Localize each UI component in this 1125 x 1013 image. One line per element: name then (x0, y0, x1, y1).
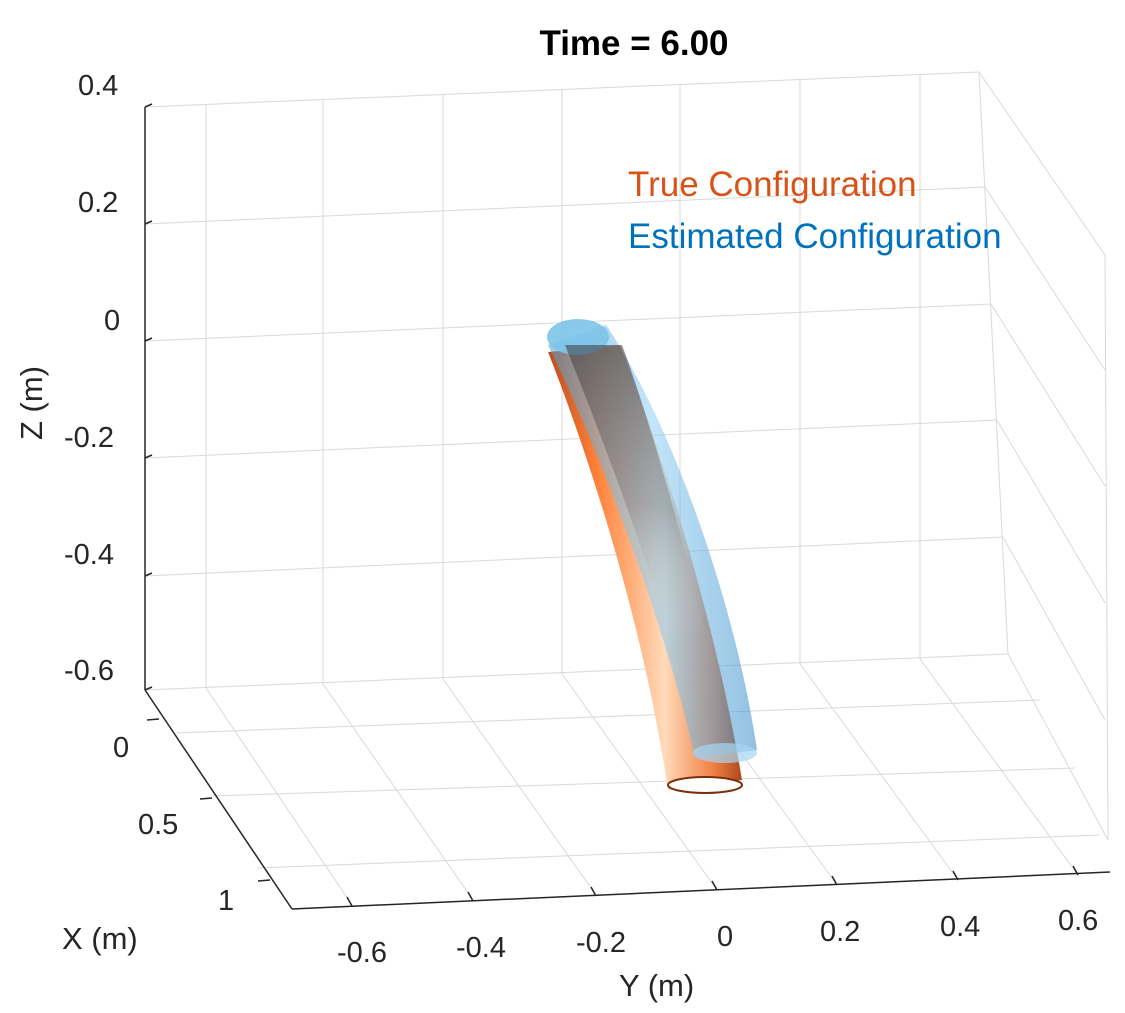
y-tick-label: -0.6 (337, 937, 387, 969)
chart-title: Time = 6.00 (539, 24, 728, 63)
legend-entry-true-configuration: True Configuration (628, 165, 917, 204)
y-tick-label: 0.6 (1058, 905, 1098, 937)
grid-layer (144, 71, 1109, 906)
x-axis-line (144, 689, 293, 910)
y-tick-label: 0.2 (820, 916, 860, 948)
grid-line-z-neg0.4 (144, 536, 1004, 577)
z-tick-label: -0.6 (64, 655, 114, 687)
y-axis-label: Y (m) (619, 968, 694, 1003)
z-tick-label: 0 (104, 305, 120, 337)
x-tick-label: 0 (113, 732, 129, 764)
y-tick-label: -0.4 (456, 932, 506, 964)
y-tick-label: 0.4 (940, 911, 980, 943)
legend-entry-estimated-configuration: Estimated Configuration (628, 217, 1002, 256)
z-tick-label: -0.4 (64, 539, 114, 571)
axes-layer (144, 103, 1111, 910)
y-tick-label: 0 (717, 921, 733, 953)
x-axis-label: X (m) (62, 921, 138, 956)
grid-line-z-0.2 (144, 186, 986, 225)
z-axis-label: Z (m) (14, 366, 49, 440)
x-tick-label: 1 (218, 885, 234, 917)
z-tick-label: 0.4 (78, 70, 118, 102)
z-tick-label: 0.2 (78, 187, 118, 219)
tube-shading (565, 345, 705, 640)
y-axis-line (291, 871, 1111, 910)
true-configuration-end-cap (667, 776, 743, 794)
x-tick-labels: 0 0.5 1 (113, 732, 234, 917)
y-tick-labels: -0.6 -0.4 -0.2 0 0.2 0.4 0.6 (337, 905, 1098, 969)
grid-line-right-edge (978, 71, 1106, 256)
y-tick-label: -0.2 (576, 927, 626, 959)
grid-line-z-neg0.6 (144, 653, 1009, 691)
grid-line-z-neg0.2 (144, 419, 998, 459)
legend: True Configuration Estimated Configurati… (628, 165, 1002, 256)
tubes (547, 319, 757, 794)
z-tick-label: -0.2 (64, 422, 114, 454)
estimated-configuration-end-cap (693, 743, 757, 763)
z-tick-labels: 0.4 0.2 0 -0.2 -0.4 -0.6 (64, 70, 120, 687)
x-tick-label: 0.5 (138, 809, 178, 841)
